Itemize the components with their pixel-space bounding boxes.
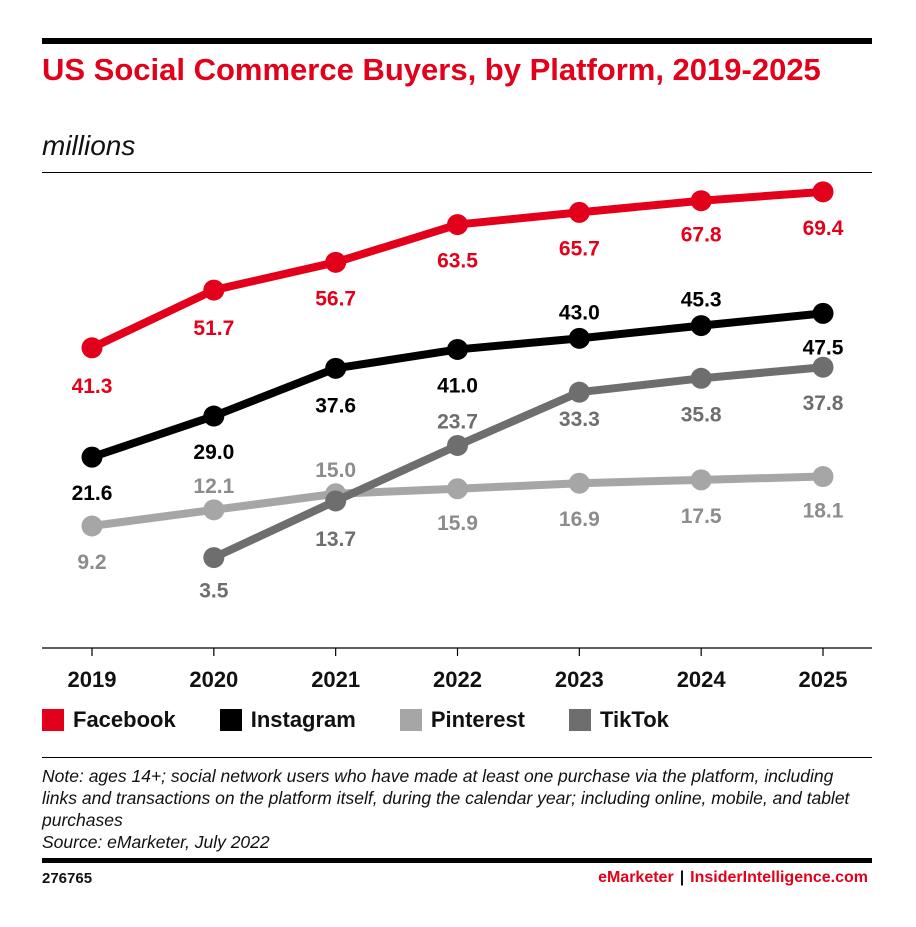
footer-brand: eMarketer | InsiderIntelligence.com <box>598 869 868 887</box>
data-label-tiktok: 13.7 <box>315 528 356 551</box>
x-tick-label: 2022 <box>433 667 482 692</box>
data-point-tiktok <box>812 356 834 378</box>
data-label-tiktok: 35.8 <box>681 403 722 426</box>
data-point-tiktok <box>447 434 468 456</box>
x-tick-label: 2025 <box>799 667 848 692</box>
data-label-instagram: 37.6 <box>315 394 356 417</box>
brand-emarketer: eMarketer <box>598 869 674 886</box>
data-point-pinterest <box>81 515 103 537</box>
data-label-instagram: 43.0 <box>559 301 600 324</box>
chart-subtitle: millions <box>42 130 136 161</box>
legend-swatch-instagram <box>219 709 242 731</box>
legend-item-tiktok: TikTok <box>569 707 669 733</box>
data-label-facebook: 51.7 <box>193 317 234 340</box>
data-label-instagram: 29.0 <box>193 441 234 464</box>
data-point-instagram <box>812 302 834 324</box>
data-label-facebook: 56.7 <box>315 287 356 310</box>
data-point-pinterest <box>568 472 590 494</box>
brand-insider-intelligence: InsiderIntelligence.com <box>690 869 868 886</box>
x-tick-label: 2021 <box>311 667 360 692</box>
source-text: Source: eMarketer, July 2022 <box>42 832 270 852</box>
data-point-instagram <box>690 315 712 337</box>
legend-swatch-tiktok <box>569 709 592 731</box>
bottom-rule <box>42 858 872 863</box>
legend-swatch-facebook <box>42 709 64 731</box>
data-point-pinterest <box>812 466 834 488</box>
series-line-tiktok <box>209 363 827 562</box>
legend-item-facebook: Facebook <box>42 707 176 733</box>
chart-note: Note: ages 14+; social network users who… <box>42 765 872 853</box>
data-point-instagram <box>568 327 590 349</box>
data-point-instagram <box>325 357 347 379</box>
chart-id: 276765 <box>42 870 93 887</box>
data-label-facebook: 69.4 <box>803 217 844 240</box>
legend-swatch-pinterest <box>399 709 422 731</box>
data-label-facebook: 65.7 <box>559 237 600 260</box>
data-label-tiktok: 37.8 <box>803 392 844 415</box>
data-point-facebook <box>325 251 347 273</box>
data-label-facebook: 41.3 <box>72 375 113 398</box>
data-label-pinterest: 15.9 <box>437 512 478 535</box>
data-label-tiktok: 23.7 <box>437 410 478 433</box>
data-point-facebook <box>81 337 103 359</box>
data-point-facebook <box>812 181 834 203</box>
data-point-facebook <box>447 214 468 236</box>
brand-separator: | <box>679 869 685 886</box>
data-label-pinterest: 15.0 <box>315 459 356 482</box>
data-label-facebook: 67.8 <box>681 224 722 247</box>
legend-label-facebook: Facebook <box>73 707 176 732</box>
legend-rule <box>42 757 872 758</box>
data-label-instagram: 45.3 <box>681 289 722 312</box>
data-point-tiktok <box>325 490 347 512</box>
data-point-pinterest <box>447 478 468 500</box>
chart-title: US Social Commerce Buyers, by Platform, … <box>42 52 821 87</box>
data-label-pinterest: 9.2 <box>77 551 106 574</box>
legend-label-pinterest: Pinterest <box>430 707 526 732</box>
x-tick-label: 2019 <box>68 667 117 692</box>
data-point-instagram <box>447 338 468 360</box>
data-point-facebook <box>203 279 225 301</box>
note-text: Note: ages 14+; social network users who… <box>42 766 850 830</box>
data-label-pinterest: 17.5 <box>681 505 722 528</box>
data-point-facebook <box>690 190 712 212</box>
data-label-tiktok: 33.3 <box>559 408 600 431</box>
top-rule <box>42 38 872 44</box>
data-label-instagram: 47.5 <box>803 336 844 359</box>
x-tick-label: 2023 <box>555 667 604 692</box>
x-tick-label: 2024 <box>677 667 727 692</box>
data-point-facebook <box>568 201 590 223</box>
data-label-facebook: 63.5 <box>437 250 478 273</box>
data-label-instagram: 41.0 <box>437 374 478 397</box>
legend-label-instagram: Instagram <box>250 707 356 732</box>
legend-item-pinterest: Pinterest <box>399 707 526 733</box>
data-label-tiktok: 3.5 <box>199 580 229 603</box>
data-point-tiktok <box>690 367 712 389</box>
data-point-instagram <box>81 446 103 468</box>
legend: Facebook Instagram Pinterest TikTok <box>42 707 713 733</box>
data-point-pinterest <box>203 499 225 521</box>
line-chart: 2019 2020 2021 2022 2023 2024 2025 9.2 12.1 15.0 1… <box>42 181 872 692</box>
data-point-tiktok <box>568 381 590 403</box>
data-point-instagram <box>203 405 225 427</box>
data-label-pinterest: 16.9 <box>559 508 600 531</box>
legend-label-tiktok: TikTok <box>600 707 669 732</box>
data-point-pinterest <box>690 469 712 491</box>
data-label-pinterest: 18.1 <box>803 500 844 523</box>
data-label-pinterest: 12.1 <box>193 475 234 498</box>
legend-item-instagram: Instagram <box>219 707 356 733</box>
x-tick-label: 2020 <box>189 667 238 692</box>
subtitle-rule <box>42 172 872 173</box>
data-label-instagram: 21.6 <box>72 482 113 505</box>
data-point-tiktok <box>203 547 225 569</box>
